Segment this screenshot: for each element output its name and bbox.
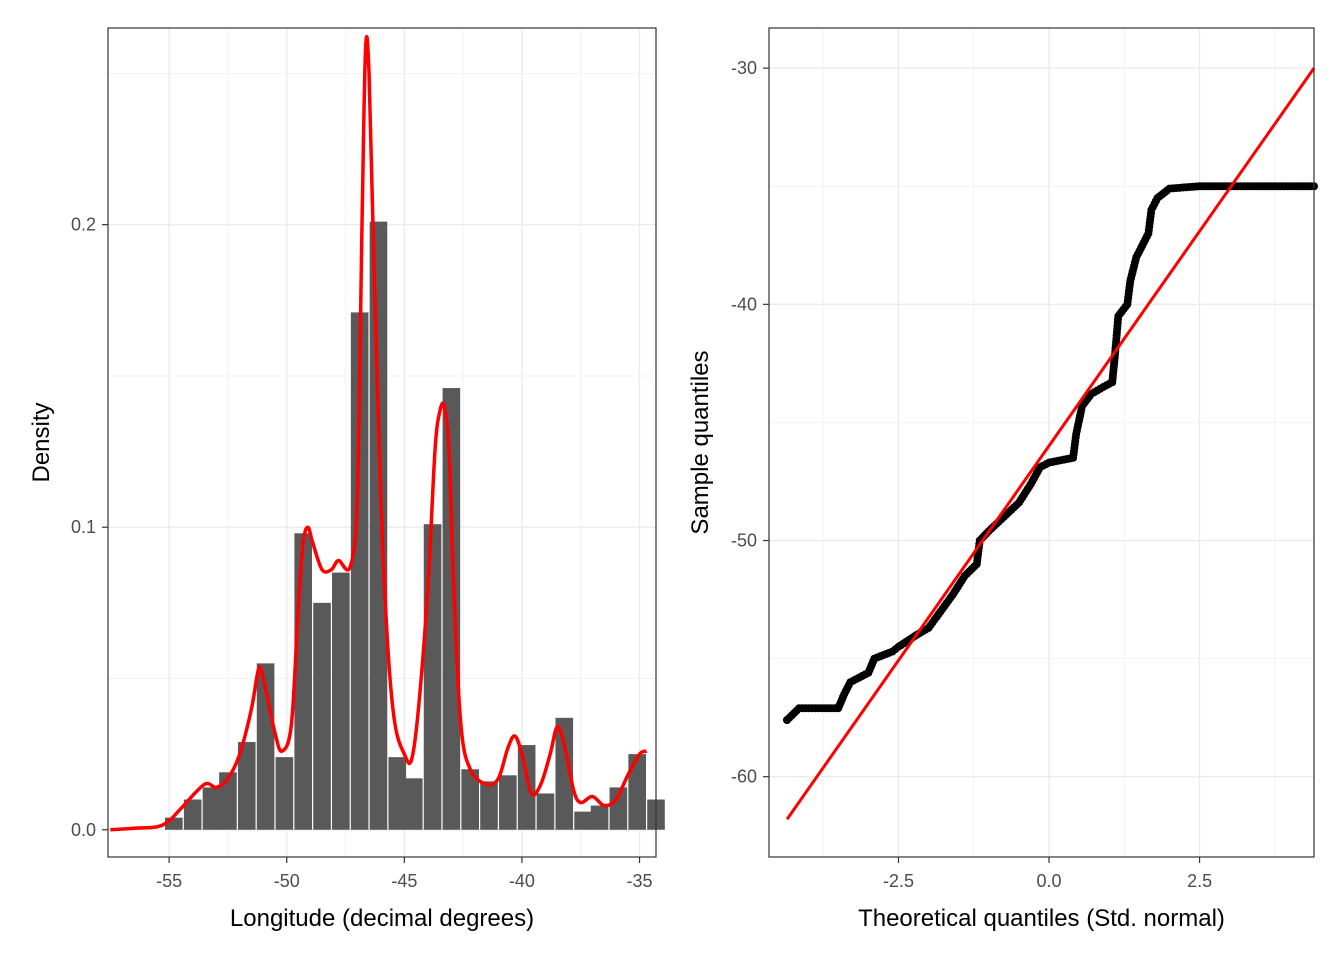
histogram-bar (294, 533, 313, 830)
histogram-bar (536, 793, 555, 830)
y-tick-label: -40 (731, 294, 757, 314)
right-plot-border (768, 27, 1315, 858)
left-x-axis-ticks: -55 -50 -45 -40 -35 (156, 857, 653, 891)
right-x-axis-title: Theoretical quantiles (Std. normal) (858, 905, 1225, 932)
x-tick-label: -55 (156, 871, 182, 891)
x-tick-label: -45 (391, 871, 417, 891)
histogram-bar (332, 572, 350, 830)
qq-reference-line (785, 67, 1316, 821)
qq-plot-panel: -2.5 0.0 2.5 -60 -50 -40 -30 Theoretical quan… (687, 27, 1318, 932)
histogram-bar (628, 754, 646, 830)
histogram-bar (404, 778, 423, 830)
right-plot-background (769, 28, 1314, 857)
histogram-bar (609, 787, 628, 830)
y-tick-label: 0.1 (71, 517, 96, 537)
histogram-bar (442, 388, 461, 830)
histogram-bar (275, 757, 294, 830)
histogram-bar (219, 772, 237, 830)
right-gridlines (769, 28, 1314, 857)
right-x-axis-ticks: -2.5 0.0 2.5 (883, 857, 1212, 891)
histogram-bar (574, 811, 592, 830)
histogram-bar (183, 799, 202, 830)
y-tick-label: 0.0 (71, 820, 96, 840)
qq-point (783, 716, 792, 725)
left-y-axis-title: Density (28, 402, 55, 482)
density-curve (110, 34, 648, 832)
y-tick-label: -30 (731, 58, 757, 78)
x-tick-label: 2.5 (1187, 871, 1212, 891)
x-tick-label: -2.5 (883, 871, 914, 891)
histogram-bar (350, 312, 369, 830)
x-tick-label: -40 (509, 871, 535, 891)
x-tick-label: -50 (274, 871, 300, 891)
histogram-bar (313, 602, 331, 830)
left-plot-border (107, 27, 657, 858)
y-tick-label: 0.2 (71, 215, 96, 235)
histogram-bar (499, 775, 517, 830)
right-y-axis-ticks: -60 -50 -40 -30 (731, 58, 769, 787)
left-y-axis-ticks: 0.0 0.1 0.2 (71, 215, 108, 840)
histogram-bar (369, 221, 388, 830)
histogram-bar (202, 787, 221, 830)
histogram-bar (388, 757, 407, 830)
y-tick-label: -50 (731, 531, 757, 551)
histogram-bar (423, 524, 442, 830)
histogram-bar (517, 745, 536, 830)
x-tick-label: 0.0 (1037, 871, 1062, 891)
right-y-axis-title: Sample quantiles (687, 350, 714, 534)
histogram-bar (555, 717, 574, 830)
histogram-bar (590, 805, 609, 830)
y-tick-label: -60 (731, 767, 757, 787)
x-tick-label: -35 (627, 871, 653, 891)
histogram-bar (461, 769, 480, 830)
density-histogram-panel: -55 -50 -45 -40 -35 0.0 0.1 0.2 Longitude (dec… (28, 27, 665, 932)
histogram-bar (237, 742, 256, 830)
histogram-bar (480, 781, 498, 830)
left-x-axis-title: Longitude (decimal degrees) (230, 905, 534, 932)
